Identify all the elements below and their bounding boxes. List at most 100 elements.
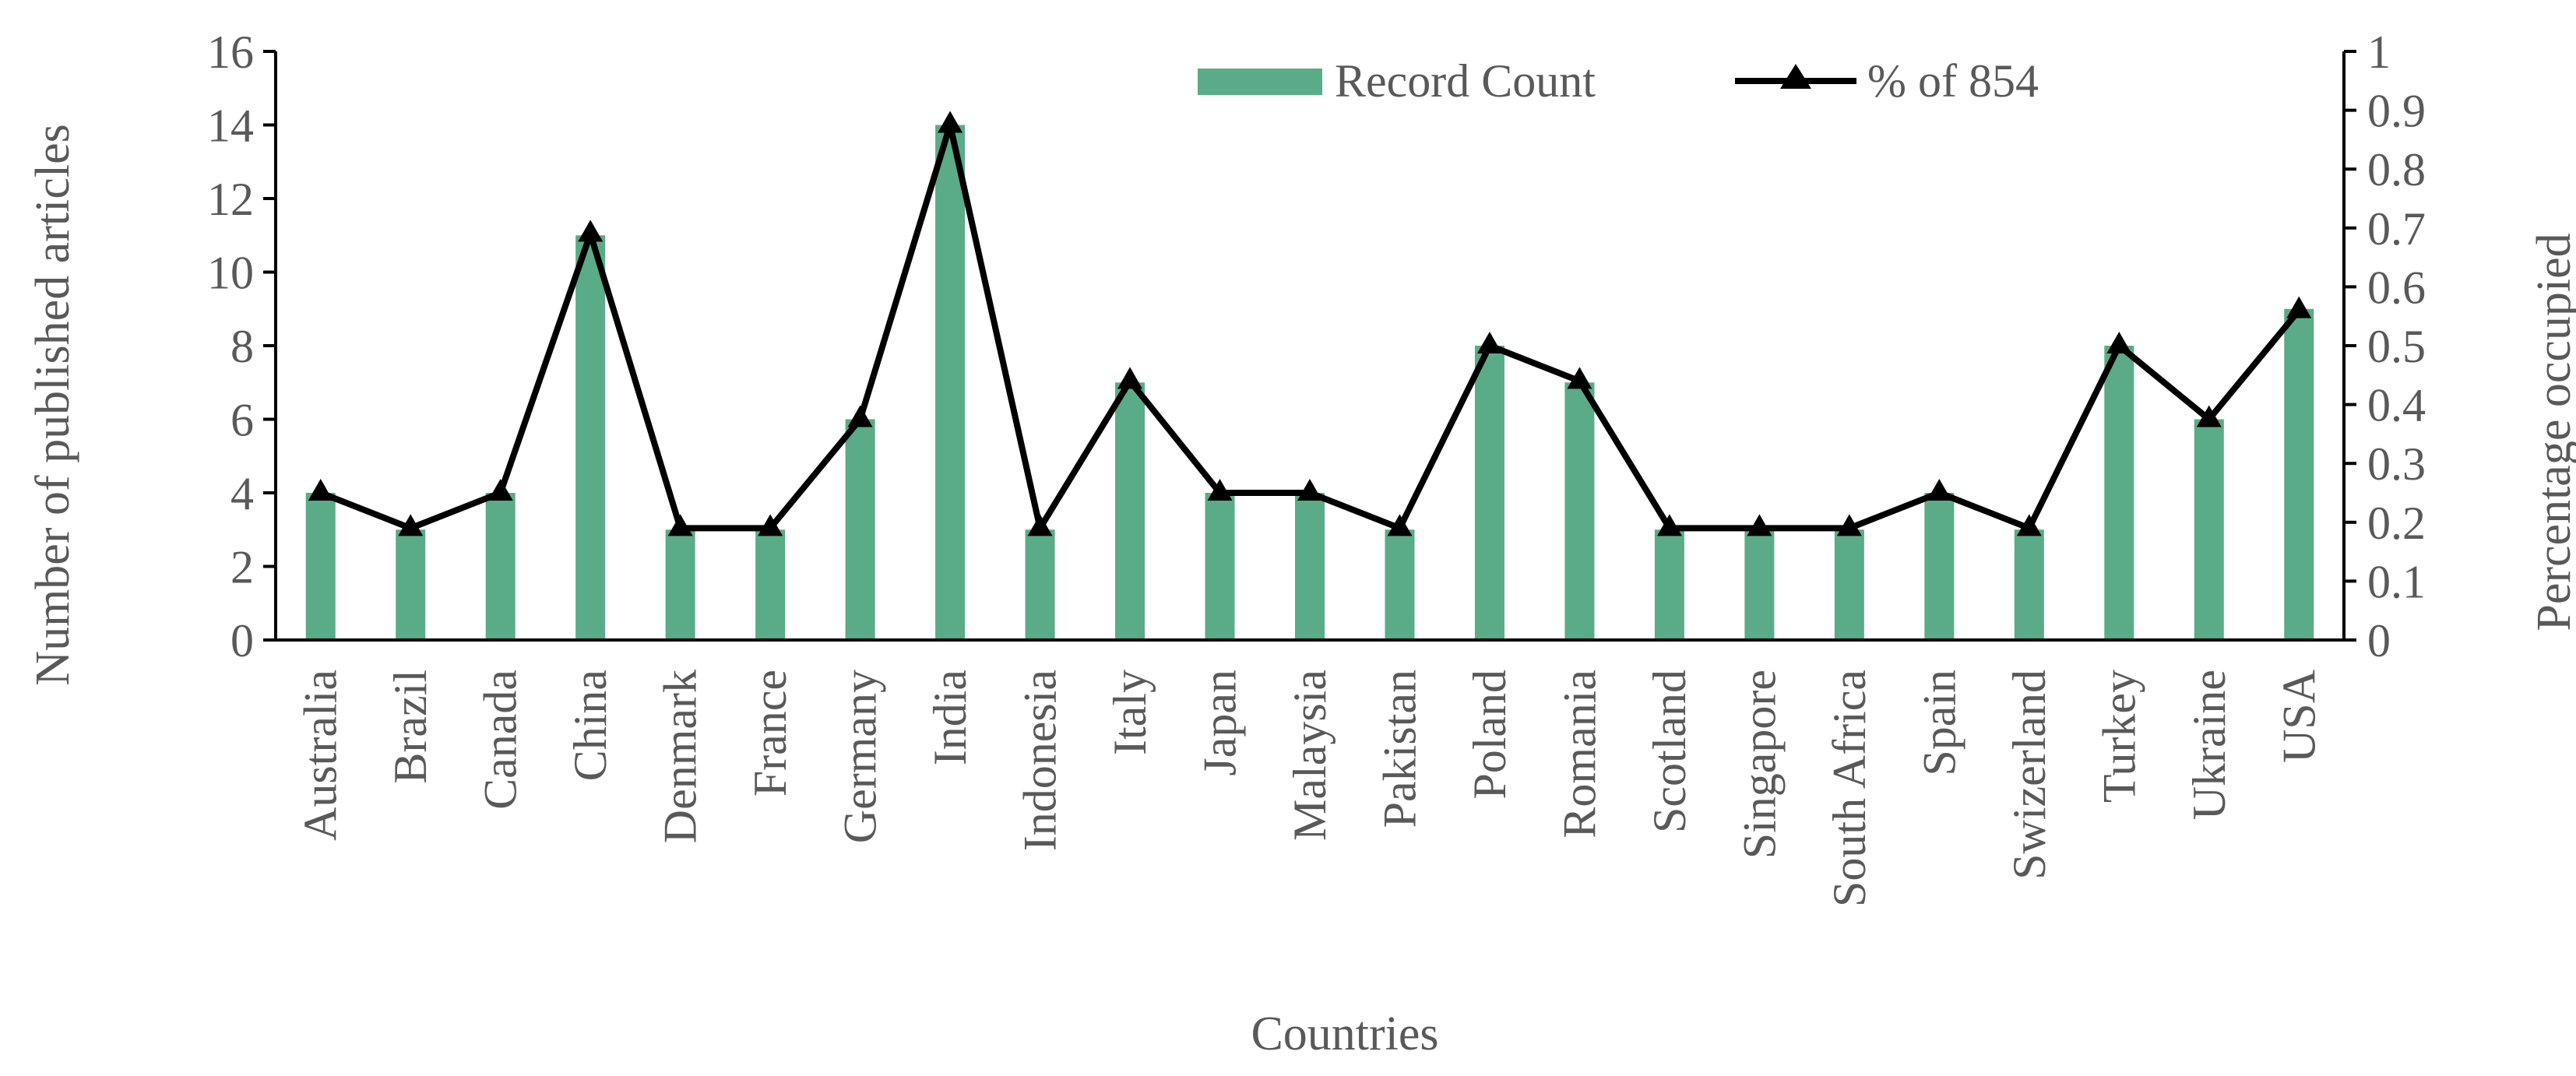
legend: Record Count % of 854: [1198, 55, 2039, 107]
marker-pakistan: [1387, 514, 1413, 536]
marker-singapore: [1747, 514, 1772, 536]
y2-tick-label: 0.4: [2367, 380, 2426, 431]
y2-axis-title: Percentage occupied: [2528, 233, 2576, 631]
y2-tick-label: 0.9: [2367, 86, 2426, 137]
y2-tick-label: 0: [2367, 615, 2391, 666]
bar-indonesia: [1025, 529, 1055, 640]
marker-south-africa: [1836, 514, 1862, 536]
y-tick-label: 16: [207, 26, 254, 78]
x-category-label: USA: [2273, 670, 2324, 763]
marker-poland: [1476, 332, 1502, 353]
marker-brazil: [398, 514, 424, 536]
marker-indonesia: [1027, 514, 1053, 536]
x-category-label: Brazil: [385, 670, 436, 784]
x-axis-title: Countries: [1251, 1007, 1438, 1060]
marker-scotland: [1656, 514, 1682, 536]
x-category-label: Italy: [1104, 670, 1156, 755]
x-category-label: Spain: [1913, 670, 1965, 776]
x-category-label: Denmark: [655, 670, 706, 843]
bar-india: [935, 125, 966, 640]
bar-series-record-count: [305, 125, 2314, 640]
y2-tick-label: 0.3: [2367, 438, 2426, 490]
y2-tick-label: 1: [2367, 26, 2391, 78]
x-category-label: Ukraine: [2184, 670, 2235, 820]
legend-label-record-count: Record Count: [1335, 55, 1596, 107]
legend-label-percent: % of 854: [1867, 55, 2039, 107]
x-category-label: Japan: [1195, 670, 1246, 776]
marker-denmark: [667, 514, 693, 536]
marker-usa: [2286, 296, 2312, 318]
marker-swizerland: [2016, 514, 2042, 536]
tick-labels: 0 2 4 6 8 10 12 14 16 0 0.1 0.2 0.3 0.4 0.5 0.6 0.7 0.8 0.…: [207, 26, 2426, 666]
marker-romania: [1567, 367, 1592, 389]
bar-italy: [1115, 382, 1145, 640]
legend-swatch-record-count: [1198, 69, 1322, 95]
bar-australia: [305, 493, 336, 640]
y-tick-label: 2: [231, 542, 254, 593]
y-tick-label: 14: [207, 100, 254, 152]
marker-india: [938, 111, 963, 133]
x-category-label: Australia: [295, 670, 347, 841]
marker-australia: [308, 479, 333, 501]
bar-swizerland: [2014, 529, 2044, 640]
x-category-label: Germany: [835, 670, 886, 843]
marker-canada: [487, 479, 513, 501]
bar-japan: [1205, 493, 1235, 640]
x-category-label: Turkey: [2093, 670, 2145, 803]
marker-germany: [847, 405, 873, 427]
bar-turkey: [2104, 346, 2134, 640]
y2-tick-label: 0.2: [2367, 498, 2426, 549]
marker-japan: [1207, 479, 1233, 501]
x-category-label: India: [924, 670, 976, 765]
bar-china: [575, 235, 606, 640]
bar-south-africa: [1834, 529, 1864, 640]
marker-malaysia: [1297, 479, 1322, 501]
bar-scotland: [1654, 529, 1684, 640]
bar-denmark: [665, 529, 695, 640]
category-labels: Australia Brazil Canada China Denmark France G…: [295, 670, 2325, 907]
y-tick-label: 0: [231, 615, 254, 666]
y-tick-label: 8: [231, 321, 254, 372]
y2-tick-label: 0.6: [2367, 262, 2426, 313]
y-tick-label: 10: [207, 248, 254, 299]
y-axis-title: Number of published articles: [26, 124, 79, 685]
x-category-label: France: [744, 670, 796, 796]
x-category-label: Malaysia: [1284, 670, 1336, 841]
x-category-label: Canada: [475, 670, 526, 810]
bar-canada: [485, 493, 516, 640]
bar-usa: [2284, 308, 2314, 640]
x-category-label: China: [565, 670, 616, 781]
y2-tick-label: 0.5: [2367, 321, 2426, 372]
line-series-percent: [308, 111, 2312, 536]
y-tick-label: 6: [231, 395, 254, 446]
bar-malaysia: [1295, 493, 1325, 640]
y2-tick-label: 0.7: [2367, 203, 2426, 255]
bar-brazil: [396, 529, 426, 640]
x-category-label: Indonesia: [1015, 670, 1066, 851]
marker-china: [578, 220, 604, 242]
x-category-label: Poland: [1464, 670, 1515, 800]
y2-tick-label: 0.1: [2367, 556, 2426, 607]
x-category-label: Pakistan: [1374, 670, 1425, 828]
x-category-label: Scotland: [1644, 670, 1695, 833]
y-tick-label: 12: [207, 174, 254, 225]
bar-romania: [1564, 382, 1595, 640]
bar-spain: [1924, 493, 1955, 640]
x-category-label: Swizerland: [2004, 670, 2055, 880]
bar-france: [755, 529, 786, 640]
marker-spain: [1927, 479, 1952, 501]
marker-france: [758, 514, 783, 536]
marker-italy: [1117, 367, 1143, 389]
marker-turkey: [2106, 332, 2132, 353]
bar-singapore: [1744, 529, 1775, 640]
legend-triangle-marker: [1780, 64, 1811, 89]
bar-germany: [845, 419, 875, 640]
y-tick-label: 4: [231, 468, 254, 519]
x-category-label: Singapore: [1733, 670, 1785, 859]
bar-ukraine: [2194, 419, 2224, 640]
x-category-label: Romania: [1554, 670, 1605, 839]
y2-tick-label: 0.8: [2367, 144, 2426, 195]
bar-pakistan: [1385, 529, 1415, 640]
